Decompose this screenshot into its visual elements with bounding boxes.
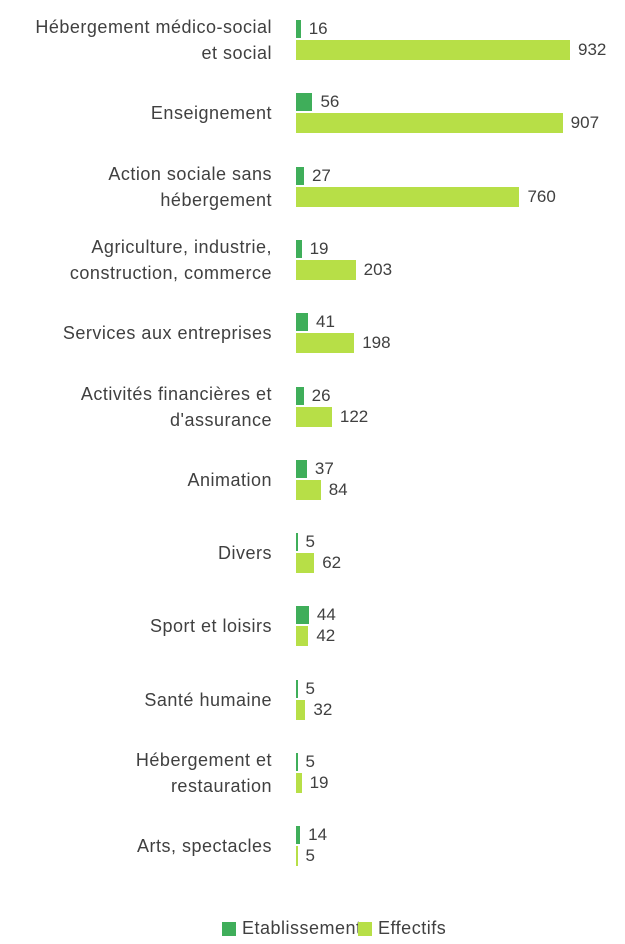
bar xyxy=(296,533,298,552)
legend-swatch xyxy=(222,921,236,936)
value-label: 932 xyxy=(578,40,607,59)
value-label: 19 xyxy=(309,773,329,792)
category-label: Sport et loisirs xyxy=(149,616,272,637)
category-label: Divers xyxy=(217,543,272,564)
value-label: 16 xyxy=(308,19,328,38)
category-label: Action sociale sans hébergement xyxy=(108,163,272,210)
value-label: 41 xyxy=(316,312,335,332)
value-label: 760 xyxy=(527,186,556,206)
value-label: 26 xyxy=(311,385,331,405)
bar xyxy=(296,406,332,427)
value-label: 42 xyxy=(316,626,336,646)
value-label: 122 xyxy=(339,406,369,426)
bar xyxy=(296,846,298,867)
bar xyxy=(296,459,307,478)
category-label: Santé humaine xyxy=(144,689,272,710)
bar xyxy=(296,753,298,771)
category-label: Hébergement médico-social et social xyxy=(35,17,272,63)
bar xyxy=(296,186,520,207)
value-label: 62 xyxy=(322,553,342,573)
bar xyxy=(296,113,563,134)
bar xyxy=(296,606,309,625)
category-label: Agriculture, industrie, construction, co… xyxy=(69,236,272,283)
bar xyxy=(296,239,302,258)
value-label: 32 xyxy=(313,699,333,719)
value-label: 14 xyxy=(308,825,328,845)
bar xyxy=(296,93,313,112)
bar xyxy=(296,386,304,405)
bar xyxy=(296,166,304,185)
bar xyxy=(296,333,355,354)
bar xyxy=(296,40,570,60)
bar xyxy=(296,20,301,38)
value-label: 27 xyxy=(311,165,331,185)
value-label: 198 xyxy=(362,333,391,353)
legend-label: Effectifs xyxy=(378,918,447,938)
bar xyxy=(296,699,306,720)
value-label: 5 xyxy=(305,532,315,552)
bar xyxy=(296,479,321,500)
bar xyxy=(296,626,309,647)
legend-label: Etablissements xyxy=(242,918,372,938)
value-label: 907 xyxy=(570,113,600,133)
value-label: 5 xyxy=(305,846,315,866)
category-label: Animation xyxy=(187,469,272,490)
category-label: Enseignement xyxy=(150,103,272,124)
legend-swatch xyxy=(358,921,372,936)
bar xyxy=(296,773,302,793)
category-label: Activités financières et d'assurance xyxy=(80,383,272,430)
value-label: 84 xyxy=(328,479,348,499)
value-label: 44 xyxy=(316,605,336,625)
category-label: Services aux entreprises xyxy=(62,323,272,344)
legend-item: Effectifs xyxy=(358,918,446,939)
value-label: 56 xyxy=(320,92,340,112)
bar xyxy=(296,313,309,332)
value-label: 19 xyxy=(309,238,329,258)
bar xyxy=(296,679,298,698)
bar xyxy=(296,553,315,574)
legend-item: Etablissements xyxy=(222,918,371,939)
category-label: Arts, spectacles xyxy=(136,836,272,857)
value-label: 37 xyxy=(314,458,334,478)
bar xyxy=(296,259,356,280)
value-label: 5 xyxy=(305,752,315,771)
category-label: Hébergement et restauration xyxy=(135,750,272,796)
value-label: 5 xyxy=(305,678,315,698)
bar xyxy=(296,826,301,845)
value-label: 203 xyxy=(363,259,393,279)
